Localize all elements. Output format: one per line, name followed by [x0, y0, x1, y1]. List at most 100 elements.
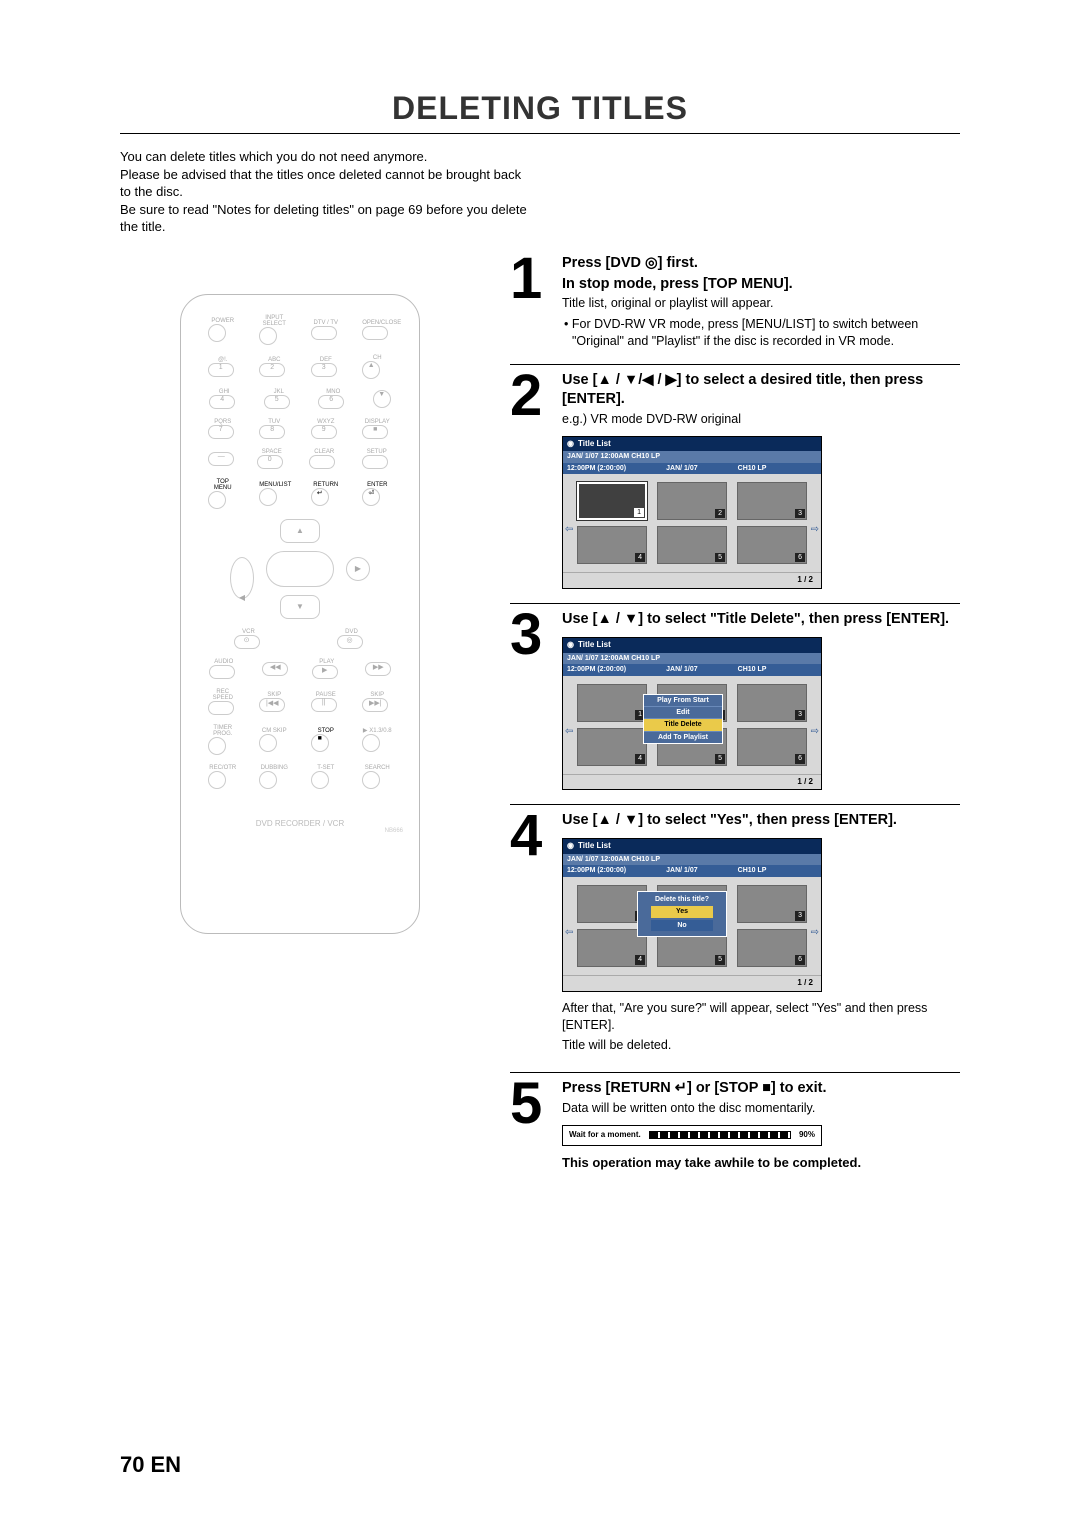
remote-label: PQRS — [208, 419, 238, 425]
step-1: 1 Press [DVD ◎] first. In stop mode, pre… — [510, 254, 960, 350]
step-number: 5 — [510, 1079, 554, 1171]
remote-label: DISPLAY — [362, 419, 392, 425]
ss-thumb: 1 — [577, 482, 647, 520]
remote-footer: DVD RECORDER / VCR — [197, 819, 403, 828]
step-heading: Press [DVD ◎] first. — [562, 254, 960, 273]
ss-sel-date: JAN/ 1/07 — [666, 866, 698, 875]
disc-icon: ◉ — [567, 439, 574, 450]
step-heading: Use [▲ / ▼/◀ / ▶] to select a desired ti… — [562, 371, 960, 409]
remote-label: MENU/LIST — [259, 482, 289, 488]
dialog-title: Delete this title? — [641, 895, 723, 904]
ss-sel-ch: CH10 LP — [738, 866, 767, 875]
thumb-num: 4 — [635, 754, 645, 763]
remote-label: ▶ X1.3/0.8 — [362, 727, 392, 734]
ss-title: Title List — [578, 841, 611, 852]
progress-percent: 90% — [799, 1130, 815, 1141]
right-arrow-icon: ⇨ — [811, 523, 819, 537]
step-5: 5 Press [RETURN ↵] or [STOP ■] to exit. … — [510, 1072, 960, 1171]
menu-item: Add To Playlist — [644, 732, 722, 743]
remote-control-diagram: POWER INPUT SELECT DTV / TV OPEN/CLOSE @… — [180, 294, 420, 934]
ss-thumb: 4 — [577, 526, 647, 564]
page-title: DELETING TITLES — [120, 90, 960, 134]
remote-label: VCR — [234, 629, 264, 635]
right-arrow-icon: ⇨ — [811, 725, 819, 739]
ss-sel-time: 12:00PM (2:00:00) — [567, 866, 626, 875]
thumb-num: 6 — [795, 955, 805, 964]
ss-page-indicator: 1 / 2 — [563, 774, 821, 790]
remote-column: POWER INPUT SELECT DTV / TV OPEN/CLOSE @… — [120, 254, 480, 1186]
step-number: 2 — [510, 371, 554, 589]
step-2: 2 Use [▲ / ▼/◀ / ▶] to select a desired … — [510, 364, 960, 589]
progress-bar — [649, 1131, 791, 1139]
intro-line: Please be advised that the titles once d… — [120, 166, 530, 201]
ss-meta: JAN/ 1/07 12:00AM CH10 LP — [563, 653, 821, 664]
page-lang: EN — [150, 1452, 181, 1477]
remote-label: TOP MENU — [208, 479, 238, 491]
step-subtext: Title list, original or playlist will ap… — [562, 295, 960, 312]
ss-thumbnail-grid: ⇦ ⇨ 1 2 3 4 5 6 Delete this title? Yes — [563, 877, 821, 975]
ss-thumb: 3 — [737, 482, 807, 520]
remote-label: TIMER PROG. — [208, 725, 238, 737]
remote-label: REC SPEED — [208, 689, 238, 701]
menu-item-selected: Title Delete — [644, 719, 722, 731]
step-aftertext: After that, "Are you sure?" will appear,… — [562, 1000, 960, 1034]
menu-item: Edit — [644, 707, 722, 719]
ss-thumb: 3 — [737, 885, 807, 923]
remote-label: POWER — [208, 318, 238, 324]
ss-thumbnail-grid: ⇦ ⇨ 1 2 3 4 5 6 Play From Start Edit Ti — [563, 676, 821, 774]
steps-column: 1 Press [DVD ◎] first. In stop mode, pre… — [510, 254, 960, 1186]
remote-label: TUV — [259, 419, 289, 425]
ss-meta: JAN/ 1/07 12:00AM CH10 LP — [563, 451, 821, 462]
step-subtext: e.g.) VR mode DVD-RW original — [562, 411, 960, 428]
thumb-num: 6 — [795, 553, 805, 562]
step-3: 3 Use [▲ / ▼] to select "Title Delete", … — [510, 603, 960, 790]
remote-label: WXYZ — [311, 419, 341, 425]
bullet-text: For DVD-RW VR mode, press [MENU/LIST] to… — [572, 317, 918, 348]
remote-label: JKL — [264, 389, 294, 395]
ss-sel-time: 12:00PM (2:00:00) — [567, 464, 626, 473]
ss-sel-ch: CH10 LP — [738, 464, 767, 473]
content-columns: POWER INPUT SELECT DTV / TV OPEN/CLOSE @… — [120, 254, 960, 1186]
remote-label: DUBBING — [259, 765, 289, 771]
ss-page-indicator: 1 / 2 — [563, 572, 821, 588]
ss-thumb: 4 — [577, 728, 647, 766]
remote-label: AUDIO — [209, 659, 239, 665]
remote-label: T-SET — [311, 765, 341, 771]
ss-title: Title List — [578, 640, 611, 651]
remote-dpad: ▲ ▼ ◀ ▶ — [230, 519, 370, 619]
step-bullet: • For DVD-RW VR mode, press [MENU/LIST] … — [562, 316, 960, 350]
remote-label: DTV / TV — [311, 320, 341, 326]
page-num-value: 70 — [120, 1452, 144, 1477]
remote-model: NB666 — [197, 828, 403, 834]
step-number: 4 — [510, 811, 554, 1058]
ss-selection-bar: 12:00PM (2:00:00) JAN/ 1/07 CH10 LP — [563, 664, 821, 675]
ss-title: Title List — [578, 439, 611, 450]
ss-thumb: 1 — [577, 684, 647, 722]
ss-page-indicator: 1 / 2 — [563, 975, 821, 991]
page-number: 70EN — [120, 1452, 181, 1478]
progress-indicator: Wait for a moment. 90% — [562, 1125, 822, 1146]
remote-label: REC/OTR — [208, 765, 238, 771]
ss-thumbnail-grid: ⇦ ⇨ 1 2 3 4 5 6 — [563, 474, 821, 572]
thumb-num: 3 — [795, 710, 805, 719]
intro-block: You can delete titles which you do not n… — [120, 148, 530, 236]
dialog-no: No — [651, 920, 713, 931]
step-number: 1 — [510, 254, 554, 350]
remote-label: PLAY — [312, 659, 342, 665]
remote-label: PAUSE — [311, 692, 341, 698]
remote-label: ENTER — [362, 482, 392, 488]
context-menu: Play From Start Edit Title Delete Add To… — [643, 694, 723, 745]
ss-thumb: 5 — [657, 526, 727, 564]
thumb-num: 4 — [635, 955, 645, 964]
thumb-num: 5 — [715, 955, 725, 964]
step-heading: Press [RETURN ↵] or [STOP ■] to exit. — [562, 1079, 960, 1098]
remote-label: RETURN — [311, 482, 341, 488]
step-heading: Use [▲ / ▼] to select "Yes", then press … — [562, 811, 960, 830]
intro-line: Be sure to read "Notes for deleting titl… — [120, 201, 530, 236]
remote-label: SEARCH — [362, 765, 392, 771]
remote-label: MNO — [318, 389, 348, 395]
title-list-screenshot: ◉ Title List JAN/ 1/07 12:00AM CH10 LP 12… — [562, 436, 822, 589]
left-arrow-icon: ⇦ — [565, 523, 573, 537]
step-number: 3 — [510, 610, 554, 790]
left-arrow-icon: ⇦ — [565, 725, 573, 739]
